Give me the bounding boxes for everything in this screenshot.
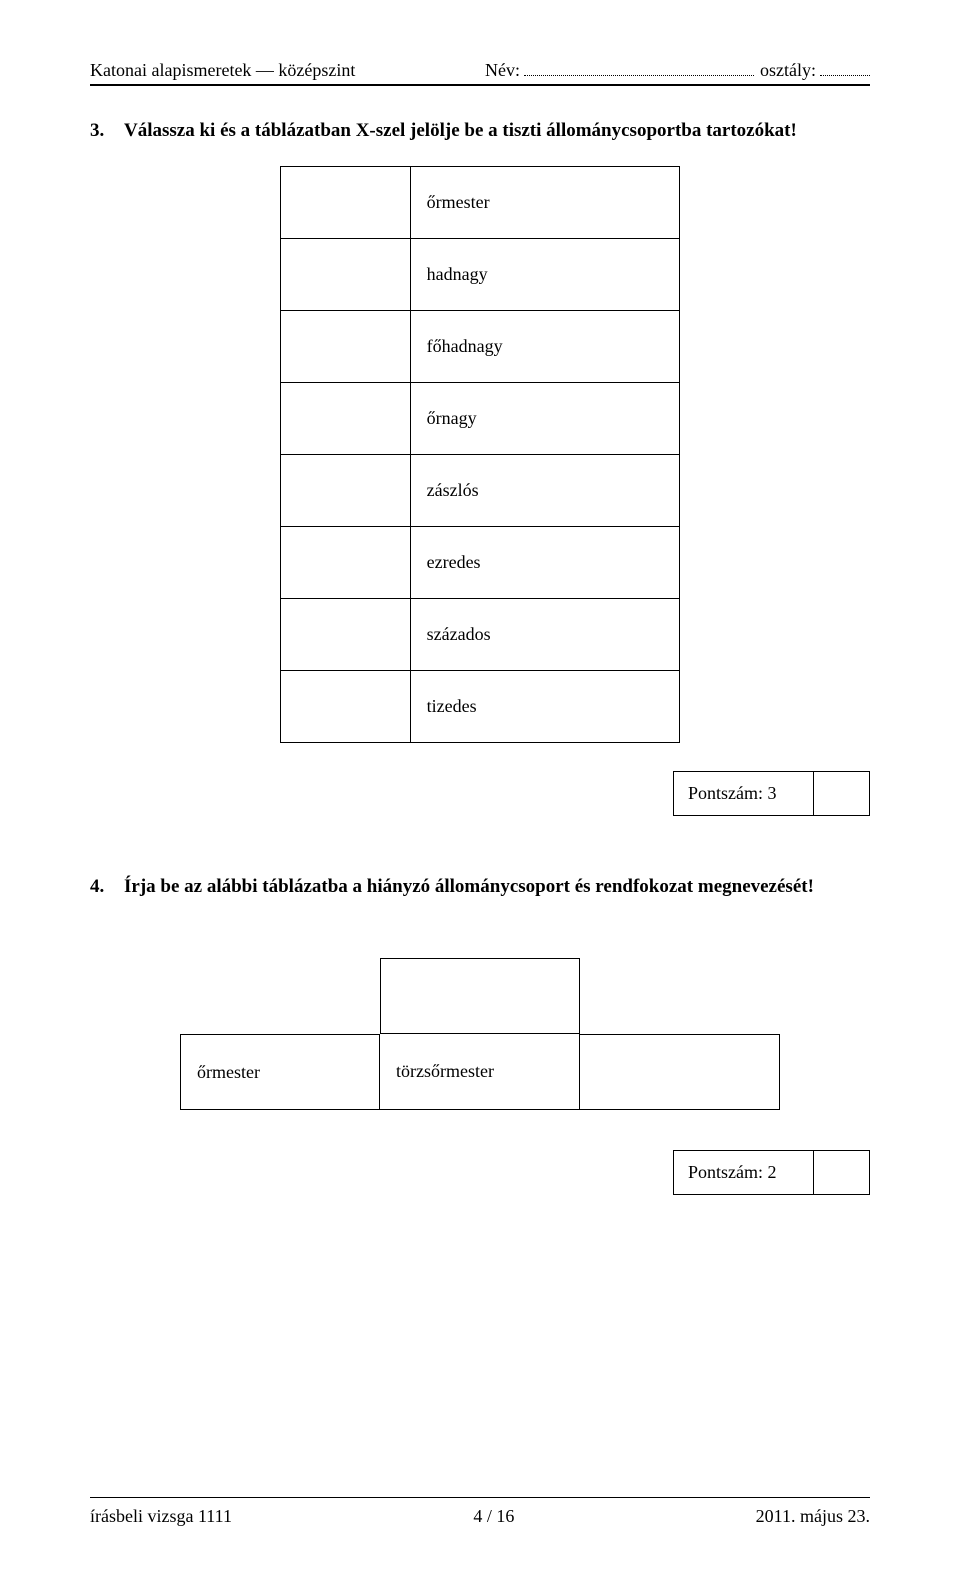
score-box-q4: Pontszám: 2 xyxy=(673,1150,870,1195)
footer-right: 2011. május 23. xyxy=(756,1506,870,1527)
table-row: őrnagy xyxy=(281,383,680,455)
class-label: osztály: xyxy=(760,60,816,81)
table-row: tizedes xyxy=(281,671,680,743)
name-label: Név: xyxy=(485,60,520,81)
table-row: főhadnagy xyxy=(281,311,680,383)
mark-cell[interactable] xyxy=(281,239,411,311)
rank-cell: százados xyxy=(410,599,679,671)
mark-cell[interactable] xyxy=(281,455,411,527)
mark-cell[interactable] xyxy=(281,167,411,239)
score-value-cell[interactable] xyxy=(814,772,870,816)
question-3: 3. Válassza ki és a táblázatban X-szel j… xyxy=(90,120,870,142)
name-class-fields: Név: osztály: xyxy=(485,60,870,81)
mark-cell[interactable] xyxy=(281,671,411,743)
table-row: ezredes xyxy=(281,527,680,599)
page-header: Katonai alapismeretek — középszint Név: … xyxy=(90,60,870,81)
q3-number: 3. xyxy=(90,120,124,142)
table-row: hadnagy xyxy=(281,239,680,311)
mark-cell[interactable] xyxy=(281,383,411,455)
q3-text: Válassza ki és a táblázatban X-szel jelö… xyxy=(124,120,870,142)
mark-cell[interactable] xyxy=(281,311,411,383)
q4-text: Írja be az alábbi táblázatba a hiányzó á… xyxy=(124,876,870,898)
q4-bottom-row: őrmester törzsőrmester xyxy=(180,1034,780,1110)
rank-cell: főhadnagy xyxy=(410,311,679,383)
table-row: őrmester xyxy=(281,167,680,239)
question-4: 4. Írja be az alábbi táblázatba a hiányz… xyxy=(90,876,870,898)
q4-number: 4. xyxy=(90,876,124,898)
table-row: százados xyxy=(281,599,680,671)
name-input-line[interactable] xyxy=(524,60,754,76)
q4-cell: őrmester xyxy=(180,1034,380,1110)
subject-label: Katonai alapismeretek — középszint xyxy=(90,60,355,81)
rank-cell: ezredes xyxy=(410,527,679,599)
score-label: Pontszám: 3 xyxy=(674,772,814,816)
rank-cell: zászlós xyxy=(410,455,679,527)
q4-table: őrmester törzsőrmester xyxy=(180,958,780,1110)
exam-page: Katonai alapismeretek — középszint Név: … xyxy=(0,0,960,1577)
ranks-table: őrmester hadnagy főhadnagy őrnagy zászló… xyxy=(280,166,680,743)
header-rule xyxy=(90,84,870,86)
rank-cell: hadnagy xyxy=(410,239,679,311)
score-value-cell[interactable] xyxy=(814,1151,870,1195)
mark-cell[interactable] xyxy=(281,599,411,671)
score-box-q3: Pontszám: 3 xyxy=(673,771,870,816)
table-row: zászlós xyxy=(281,455,680,527)
footer-center: 4 / 16 xyxy=(473,1506,514,1527)
footer-rule xyxy=(90,1497,870,1498)
mark-cell[interactable] xyxy=(281,527,411,599)
rank-cell: őrnagy xyxy=(410,383,679,455)
class-input-line[interactable] xyxy=(820,60,870,76)
rank-cell: őrmester xyxy=(410,167,679,239)
page-footer: írásbeli vizsga 1111 4 / 16 2011. május … xyxy=(90,1497,870,1527)
q4-top-cell[interactable] xyxy=(380,958,580,1034)
footer-left: írásbeli vizsga 1111 xyxy=(90,1506,232,1527)
score-label: Pontszám: 2 xyxy=(674,1151,814,1195)
q4-cell-blank[interactable] xyxy=(580,1034,780,1110)
q4-cell: törzsőrmester xyxy=(380,1034,580,1110)
rank-cell: tizedes xyxy=(410,671,679,743)
